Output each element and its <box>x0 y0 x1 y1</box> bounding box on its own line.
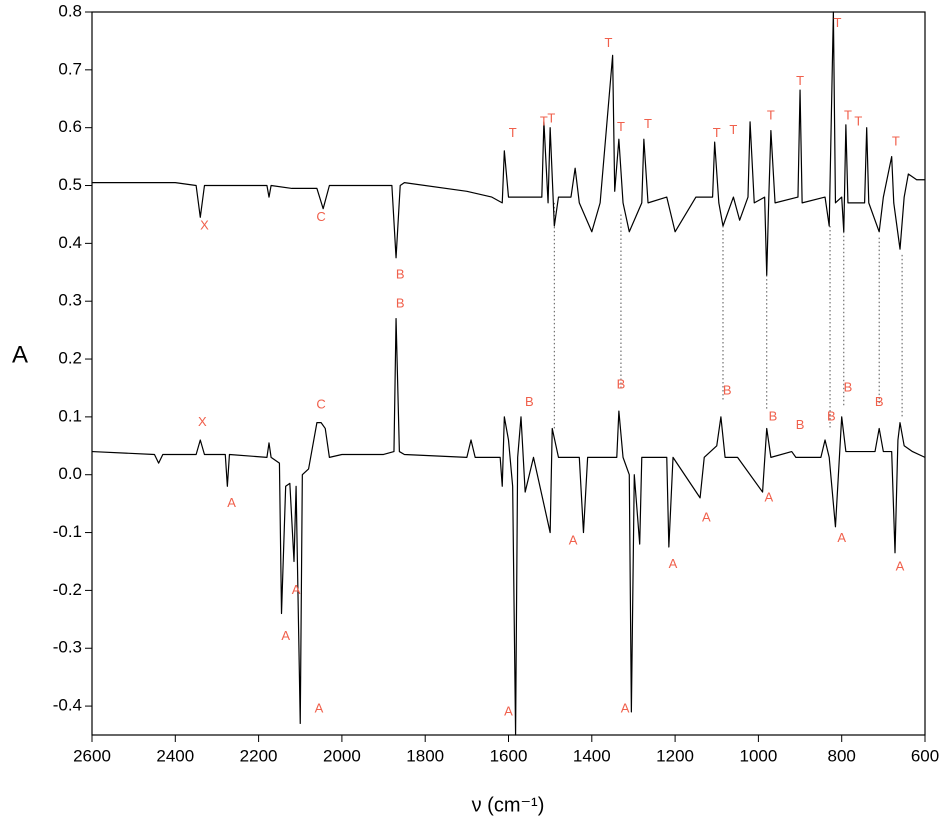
y-tick-label: 0.0 <box>58 464 82 483</box>
peak-annotation: B <box>617 377 626 392</box>
y-tick-label: 0.1 <box>58 406 82 425</box>
peak-annotation: C <box>316 209 325 224</box>
peak-annotation: A <box>837 530 846 545</box>
peak-annotation: T <box>834 15 842 30</box>
x-tick-label: 1200 <box>656 746 694 765</box>
y-tick-label: 0.3 <box>58 291 82 310</box>
y-tick-label: 0.5 <box>58 175 82 194</box>
peak-annotation: T <box>844 108 852 123</box>
peak-annotation: T <box>644 116 652 131</box>
y-tick-label: 0.4 <box>58 233 82 252</box>
x-tick-label: 2400 <box>156 746 194 765</box>
peak-annotation: B <box>844 379 853 394</box>
peak-annotation: A <box>281 628 290 643</box>
x-tick-label: 2200 <box>240 746 278 765</box>
spectrum-line <box>92 11 925 276</box>
y-tick-label: -0.4 <box>53 696 82 715</box>
y-tick-label: 0.6 <box>58 117 82 136</box>
peak-annotation: A <box>504 703 513 718</box>
peak-annotation: A <box>702 510 711 525</box>
peak-annotation: T <box>540 113 548 128</box>
peak-annotation: B <box>396 296 405 311</box>
x-tick-label: 2600 <box>73 746 111 765</box>
peak-annotation: A <box>621 700 630 715</box>
x-tick-label: 1600 <box>490 746 528 765</box>
peak-annotation: T <box>547 110 555 125</box>
x-tick-label: 2000 <box>323 746 361 765</box>
peak-annotation: B <box>396 267 405 282</box>
y-tick-label: -0.2 <box>53 580 82 599</box>
peak-annotation: X <box>198 414 207 429</box>
x-tick-label: 1800 <box>406 746 444 765</box>
peak-annotation: T <box>509 125 517 140</box>
spectrum-line <box>91 317 926 736</box>
y-tick-label: -0.1 <box>53 522 82 541</box>
peak-annotation: T <box>729 122 737 137</box>
peak-annotation: A <box>292 582 301 597</box>
peak-annotation: A <box>764 489 773 504</box>
peak-annotation: A <box>569 533 578 548</box>
y-tick-label: 0.2 <box>58 349 82 368</box>
y-tick-label: 0.8 <box>58 1 82 20</box>
peak-annotation: T <box>892 134 900 149</box>
y-tick-label: -0.3 <box>53 638 82 657</box>
peak-annotation: T <box>767 108 775 123</box>
peak-annotation: C <box>316 397 325 412</box>
x-tick-label: 1400 <box>573 746 611 765</box>
peak-annotation: B <box>875 394 884 409</box>
peak-annotation: B <box>796 417 805 432</box>
y-axis-label: A <box>12 341 28 368</box>
peak-annotation: A <box>315 700 324 715</box>
peak-annotation: A <box>669 556 678 571</box>
peak-annotation: A <box>896 559 905 574</box>
x-tick-label: 800 <box>828 746 856 765</box>
peak-annotation: T <box>854 113 862 128</box>
y-tick-label: 0.7 <box>58 59 82 78</box>
peak-annotation: A <box>227 495 236 510</box>
x-tick-label: 600 <box>911 746 939 765</box>
x-axis-label: ν (cm⁻¹) <box>472 794 545 816</box>
peak-annotation: B <box>723 382 732 397</box>
peak-annotation: X <box>200 217 209 232</box>
peak-annotation: T <box>713 125 721 140</box>
peak-annotation: B <box>769 408 778 423</box>
x-tick-label: 1000 <box>739 746 777 765</box>
peak-annotation: T <box>617 119 625 134</box>
peak-annotation: T <box>604 35 612 50</box>
peak-annotation: B <box>827 408 836 423</box>
peak-annotation: B <box>525 394 534 409</box>
peak-annotation: T <box>796 73 804 88</box>
